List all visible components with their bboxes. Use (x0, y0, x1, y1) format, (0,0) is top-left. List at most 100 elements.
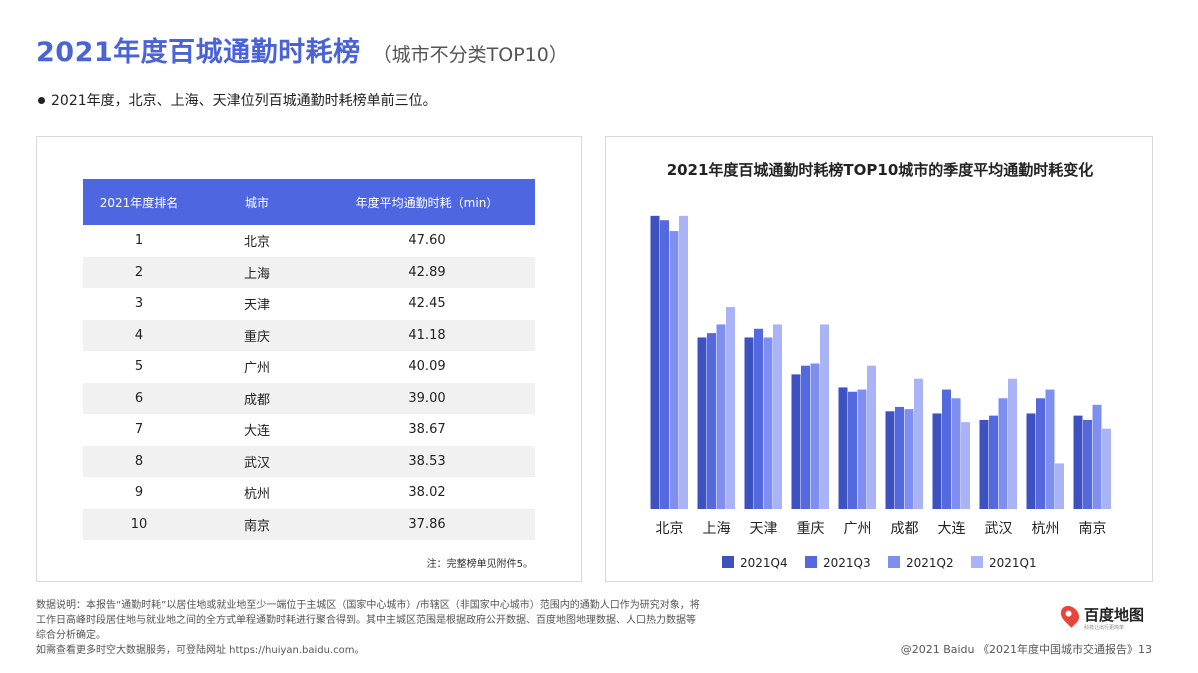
ranking-table-panel: 2021年度排名 城市 年度平均通勤时耗（min） 1 北京 47.60 2 上海 42.… (36, 136, 582, 582)
table-row: 10 南京 37.86 (83, 508, 535, 540)
cell-time: 38.67 (408, 422, 446, 438)
bar-2021Q1-7 (1008, 378, 1017, 509)
table-row: 9 杭州 38.02 (83, 477, 535, 509)
legend-label: 2021Q3 (823, 556, 871, 570)
bar-2021Q1-1 (726, 307, 735, 509)
legend-label: 2021Q2 (906, 556, 954, 570)
cell-city: 杭州 (243, 487, 270, 503)
bar-2021Q4-6 (932, 413, 942, 509)
bar-2021Q4-4 (838, 387, 848, 509)
chart-title: 2021年度百城通勤时耗榜TOP10城市的季度平均通勤时耗变化 (666, 161, 1094, 179)
footer-line: 工作日高峰时段居住地与就业地之间的全方式单程通勤时耗进行聚合得到。其中主城区范围… (36, 615, 696, 626)
cell-time: 40.09 (408, 359, 446, 375)
cell-rank: 6 (83, 382, 195, 414)
bar-2021Q3-8 (1036, 398, 1045, 509)
cell-rank: 7 (134, 422, 144, 438)
bar-2021Q3-4 (848, 391, 857, 509)
bar-2021Q4-0 (650, 215, 660, 509)
bar-2021Q4-7 (979, 419, 989, 509)
header-time: 年度平均通勤时耗（min） (319, 179, 535, 225)
cell-city: 广州 (243, 361, 270, 377)
bar-2021Q2-1 (716, 324, 726, 509)
cell-city: 南京 (195, 508, 319, 540)
table-row: 5 广州 40.09 (83, 351, 535, 383)
cell-time: 39.00 (319, 382, 535, 414)
footer-notes: 数据说明：本报告“通勤时耗”以居住地或就业地至少一端位于主城区（国家中心城市）/… (36, 598, 756, 658)
cell-time: 42.45 (408, 296, 446, 312)
cell-city: 天津 (243, 298, 270, 314)
x-tick-label: 武汉 (985, 521, 1013, 537)
ranking-table: 2021年度排名 城市 年度平均通勤时耗（min） 1 北京 47.60 2 上海 42.… (83, 179, 535, 540)
x-tick-label: 成都 (891, 521, 919, 537)
page-title: 2021年度百城通勤时耗榜 (36, 37, 361, 68)
header-rank: 2021年度排名 (83, 179, 195, 225)
bar-2021Q1-4 (867, 365, 876, 509)
table-row: 6 成都 39.00 (83, 382, 535, 414)
table-row: 1 北京 47.60 (83, 225, 535, 257)
legend-swatch (722, 556, 734, 568)
bar-2021Q3-1 (707, 333, 716, 509)
cell-rank: 1 (134, 233, 144, 249)
bar-2021Q1-5 (914, 378, 923, 509)
x-tick-label: 杭州 (1032, 521, 1060, 537)
bar-2021Q1-6 (961, 422, 970, 509)
bar-2021Q4-2 (744, 337, 754, 509)
cell-rank: 10 (83, 508, 195, 540)
bar-2021Q1-8 (1055, 463, 1064, 509)
summary-bullet: 2021年度，北京、上海、天津位列百城通勤时耗榜单前三位。 (38, 90, 437, 110)
footer-line: 如需查看更多时空大数据服务，可登陆网址 https://huiyan.baidu… (36, 645, 365, 656)
cell-rank: 4 (83, 319, 195, 351)
page-subtitle: （城市不分类TOP10） (372, 44, 568, 66)
table-row: 3 天津 42.45 (83, 288, 535, 320)
legend-swatch (888, 556, 900, 568)
header-city: 城市 (195, 179, 319, 225)
cell-rank: 5 (134, 359, 144, 375)
x-tick-label: 南京 (1079, 521, 1107, 537)
bar-2021Q4-9 (1073, 415, 1083, 509)
table-row: 7 大连 38.67 (83, 414, 535, 446)
bar-2021Q1-9 (1102, 428, 1111, 509)
footer-line: 数据说明：本报告“通勤时耗”以居住地或就业地至少一端位于主城区（国家中心城市）/… (36, 600, 700, 611)
legend-swatch (805, 556, 817, 568)
bar-2021Q3-6 (942, 389, 951, 509)
bullet-dot-icon (38, 96, 45, 104)
bar-2021Q2-0 (669, 231, 679, 510)
bar-2021Q1-3 (820, 324, 829, 509)
bar-2021Q1-2 (773, 324, 782, 509)
bar-2021Q2-8 (1045, 389, 1055, 509)
logo-slogan: 科技让出行更简单 (1084, 625, 1125, 631)
bar-2021Q2-9 (1092, 404, 1102, 509)
title-row: 2021年度百城通勤时耗榜 （城市不分类TOP10） (36, 30, 568, 69)
bar-2021Q3-3 (801, 365, 810, 509)
bar-2021Q3-0 (660, 220, 669, 509)
bar-2021Q2-3 (810, 363, 820, 509)
bar-2021Q4-3 (791, 374, 801, 509)
x-tick-label: 大连 (938, 521, 966, 537)
cell-rank: 8 (83, 445, 195, 477)
table-note: 注：完整榜单见附件5。 (426, 559, 533, 570)
cell-city: 重庆 (195, 319, 319, 351)
bar-chart: 北京 上海 天津 重庆 广州 成都 大连 武汉 杭州 南京 2021Q4 2021Q3 2021Q2 20… (650, 215, 1111, 570)
bar-2021Q2-5 (904, 409, 914, 509)
cell-city: 上海 (195, 256, 319, 288)
bar-2021Q4-5 (885, 411, 895, 509)
chart-panel: 2021年度百城通勤时耗榜TOP10城市的季度平均通勤时耗变化 北京 上海 天津 重庆… (605, 136, 1153, 582)
legend-label: 2021Q1 (989, 556, 1037, 570)
table-row: 4 重庆 41.18 (83, 319, 535, 351)
footer-line: 综合分析确定。 (36, 630, 106, 641)
x-tick-label: 天津 (750, 521, 778, 537)
cell-time: 37.86 (319, 508, 535, 540)
bar-2021Q2-2 (763, 337, 773, 509)
cell-city: 大连 (243, 424, 270, 440)
bar-2021Q3-9 (1083, 419, 1092, 509)
cell-time: 42.89 (319, 256, 535, 288)
x-tick-label: 上海 (703, 521, 731, 537)
bar-2021Q3-2 (754, 328, 763, 509)
bar-2021Q3-5 (895, 406, 904, 509)
bar-2021Q4-1 (697, 337, 707, 509)
x-tick-label: 广州 (844, 521, 872, 537)
cell-city: 北京 (243, 235, 270, 251)
table-header-row: 2021年度排名 城市 年度平均通勤时耗（min） (83, 179, 535, 225)
table-row: 2 上海 42.89 (83, 256, 535, 288)
bar-2021Q1-0 (679, 215, 688, 509)
